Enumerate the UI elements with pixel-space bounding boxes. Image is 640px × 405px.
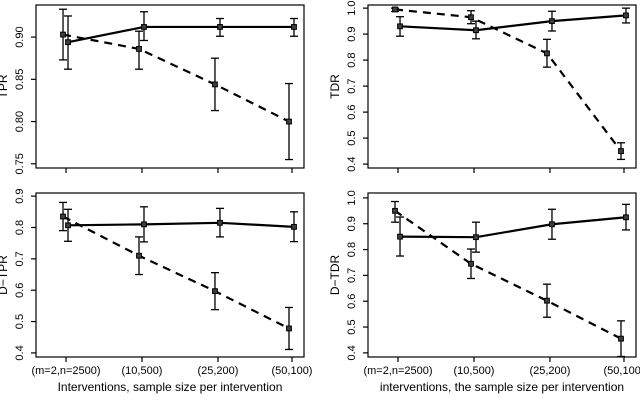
series-dashed bbox=[59, 201, 293, 351]
y-axis-title: D−TPR bbox=[0, 255, 10, 295]
data-point-marker bbox=[544, 50, 550, 57]
data-point-marker bbox=[212, 81, 218, 88]
x-axis-tick-label: (10,500) bbox=[122, 365, 163, 377]
series-line-solid bbox=[399, 14, 627, 32]
data-point-marker bbox=[618, 335, 624, 342]
x-axis-tick-label: (50,100) bbox=[272, 365, 313, 377]
plot-frame bbox=[35, 4, 305, 169]
y-axis-tick-label: 0.5 bbox=[346, 130, 358, 145]
data-point-marker bbox=[291, 223, 297, 230]
data-point-marker bbox=[618, 148, 624, 155]
y-axis-tick-label: 0.9 bbox=[346, 26, 358, 41]
y-axis-tick-label: 0.80 bbox=[14, 111, 26, 132]
y-axis-tick-label: 0.6 bbox=[346, 104, 358, 119]
series-line-solid bbox=[400, 216, 627, 239]
x-axis-tick-label: (m=2,n=2500) bbox=[363, 365, 432, 377]
y-axis-tick-label: 0.85 bbox=[14, 69, 26, 90]
data-point-marker bbox=[60, 213, 66, 220]
series-dashed bbox=[59, 8, 293, 161]
x-axis-title: interventions, the sample size per inter… bbox=[380, 380, 624, 394]
data-point-marker bbox=[473, 234, 479, 241]
data-point-marker bbox=[141, 221, 147, 228]
y-axis-tick-label: 0.5 bbox=[346, 319, 358, 334]
y-axis-tick-label: 0.5 bbox=[14, 314, 26, 329]
data-point-marker bbox=[392, 207, 398, 214]
y-axis-tick-label: 1.0 bbox=[346, 0, 358, 15]
data-point-marker bbox=[286, 118, 292, 125]
x-axis-tick-label: (50,100) bbox=[604, 365, 640, 377]
data-point-marker bbox=[549, 221, 555, 228]
series-line-dashed bbox=[62, 33, 290, 123]
data-point-marker bbox=[549, 18, 555, 25]
series-solid bbox=[64, 206, 298, 243]
y-axis-tick-label: 0.4 bbox=[14, 345, 26, 360]
x-axis-title: Interventions, sample size per intervent… bbox=[58, 380, 283, 394]
y-axis-title: TPR bbox=[0, 74, 10, 98]
y-axis-tick-label: 0.4 bbox=[346, 345, 358, 360]
series-solid bbox=[64, 11, 298, 70]
x-axis-tick-label: (25,200) bbox=[529, 365, 570, 377]
data-point-marker bbox=[136, 46, 142, 52]
y-axis-tick-label: 0.90 bbox=[14, 26, 26, 47]
series-line-dashed bbox=[394, 8, 622, 152]
y-axis-tick-label: 0.6 bbox=[14, 283, 26, 298]
y-axis-tick-label: 0.75 bbox=[14, 153, 26, 174]
panel-d-tdr: 0.4 0.5 0.6 0.7 0.8 0.9 1.0 (m=2,n=2500) (10,500… bbox=[328, 190, 640, 394]
data-point-marker bbox=[212, 288, 218, 295]
series-solid bbox=[396, 7, 630, 40]
series-solid bbox=[396, 203, 630, 257]
y-axis-title: D−TDR bbox=[328, 255, 342, 296]
x-axis-tick-label: (25,200) bbox=[197, 365, 238, 377]
data-point-marker bbox=[473, 27, 479, 34]
plot-frame bbox=[35, 192, 305, 358]
panel-tdr: 0.4 0.5 0.6 0.7 0.8 0.9 1.0 TDR bbox=[328, 0, 637, 173]
data-point-marker bbox=[397, 23, 403, 30]
y-axis-tick-label: 0.8 bbox=[346, 52, 358, 67]
data-point-marker bbox=[136, 252, 142, 259]
data-point-marker bbox=[468, 260, 474, 267]
data-point-marker bbox=[623, 12, 629, 19]
y-axis-tick-label: 0.7 bbox=[346, 268, 358, 283]
data-point-marker bbox=[392, 6, 398, 13]
panel-tpr: 0.75 0.80 0.85 0.90 TPR bbox=[0, 4, 305, 174]
data-point-marker bbox=[65, 222, 71, 229]
data-point-marker bbox=[217, 24, 223, 30]
y-axis-tick-label: 0.8 bbox=[346, 242, 358, 257]
series-line-solid bbox=[68, 221, 295, 228]
data-point-marker bbox=[141, 24, 147, 30]
series-line-dashed bbox=[394, 209, 622, 340]
plot-frame bbox=[367, 192, 637, 358]
y-axis-tick-label: 0.6 bbox=[346, 294, 358, 309]
data-point-marker bbox=[397, 233, 403, 240]
y-axis-tick-label: 0.9 bbox=[14, 188, 26, 203]
y-axis-tick-label: 0.9 bbox=[346, 216, 358, 231]
y-axis-tick-label: 0.4 bbox=[346, 156, 358, 171]
data-point-marker bbox=[60, 31, 66, 38]
series-dashed bbox=[391, 200, 625, 358]
y-axis-title: TDR bbox=[328, 74, 342, 99]
x-axis-tick-label: (m=2,n=2500) bbox=[31, 365, 100, 377]
data-point-marker bbox=[468, 14, 474, 21]
data-point-marker bbox=[217, 219, 223, 226]
x-axis-tick-label: (10,500) bbox=[454, 365, 495, 377]
y-axis-tick-label: 0.7 bbox=[14, 251, 26, 266]
series-line-solid bbox=[67, 25, 294, 44]
data-point-marker bbox=[544, 297, 550, 304]
data-point-marker bbox=[623, 214, 629, 221]
series-dashed bbox=[391, 6, 625, 161]
series-line-dashed bbox=[62, 215, 290, 330]
plot-frame bbox=[367, 4, 637, 169]
data-point-marker bbox=[286, 325, 292, 332]
y-axis-tick-label: 0.7 bbox=[346, 78, 358, 93]
y-axis-tick-label: 1.0 bbox=[346, 190, 358, 205]
data-point-marker bbox=[291, 24, 297, 30]
panel-d-tpr: 0.4 0.5 0.6 0.7 0.8 0.9 (m=2,n=2500) (10,500) (2… bbox=[0, 188, 312, 394]
data-point-marker bbox=[65, 39, 71, 46]
y-axis-tick-label: 0.8 bbox=[14, 220, 26, 235]
